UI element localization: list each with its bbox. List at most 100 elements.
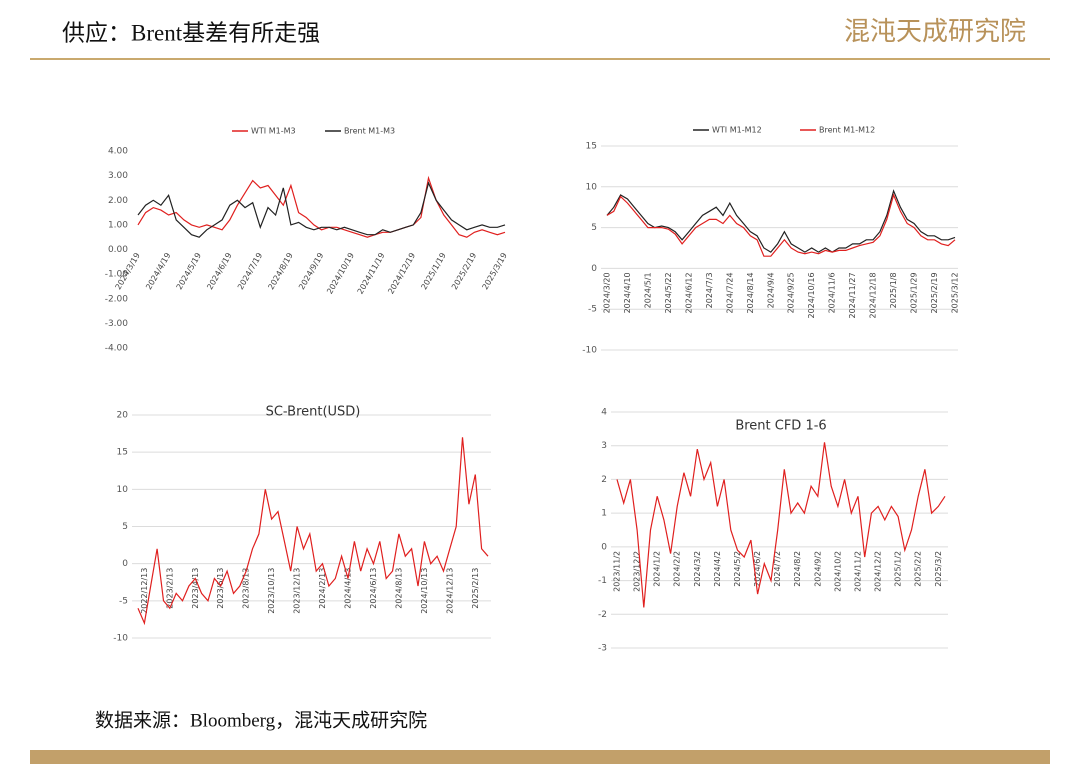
y-tick-label: 5 bbox=[591, 223, 597, 233]
y-tick-label: 15 bbox=[586, 142, 597, 152]
x-tick-label: 2024/5/1 bbox=[643, 272, 652, 308]
x-tick-label: 2023/6/13 bbox=[216, 568, 225, 609]
x-tick-label: 2024/6/12 bbox=[684, 272, 693, 313]
x-tick-label: 2024/4/2 bbox=[713, 551, 722, 587]
x-tick-label: 2024/2/2 bbox=[673, 551, 682, 587]
y-tick-label: 4.00 bbox=[108, 147, 128, 157]
x-tick-label: 2024/4/19 bbox=[144, 251, 172, 291]
x-tick-label: 2024/6/13 bbox=[369, 568, 378, 609]
y-tick-label: 0 bbox=[601, 542, 607, 552]
x-tick-label: 2024/9/19 bbox=[297, 251, 325, 291]
x-tick-label: 2025/2/19 bbox=[930, 272, 939, 313]
x-tick-label: 2024/11/27 bbox=[848, 272, 857, 318]
x-tick-label: 2025/2/19 bbox=[450, 251, 478, 291]
chart-title: SC-Brent(USD) bbox=[266, 405, 361, 420]
y-tick-label: -2 bbox=[598, 610, 607, 620]
y-tick-label: -3 bbox=[598, 644, 607, 654]
y-tick-label: 15 bbox=[117, 448, 128, 458]
x-tick-label: 2023/11/2 bbox=[613, 551, 622, 592]
x-tick-label: 2024/9/25 bbox=[787, 272, 796, 313]
x-tick-label: 2024/2/13 bbox=[318, 568, 327, 609]
data-line bbox=[606, 189, 956, 253]
x-tick-label: 2023/8/13 bbox=[242, 568, 251, 609]
data-line bbox=[137, 181, 506, 238]
chart-title: Brent CFD 1-6 bbox=[735, 419, 826, 434]
y-tick-label: -10 bbox=[582, 346, 597, 356]
x-tick-label: 2024/8/13 bbox=[394, 568, 403, 609]
x-tick-label: 2024/10/19 bbox=[325, 251, 356, 295]
x-tick-label: 2025/1/29 bbox=[910, 272, 919, 313]
y-tick-label: -5 bbox=[588, 305, 597, 315]
y-tick-label: 2.00 bbox=[108, 196, 128, 206]
y-tick-label: 0 bbox=[591, 264, 597, 274]
y-tick-label: 3.00 bbox=[108, 171, 128, 181]
y-tick-label: -10 bbox=[113, 634, 128, 644]
data-line bbox=[616, 442, 946, 608]
y-tick-label: 1.00 bbox=[108, 220, 128, 230]
x-tick-label: 2024/9/4 bbox=[766, 272, 775, 308]
y-tick-label: 2 bbox=[601, 475, 607, 485]
x-tick-label: 2024/7/2 bbox=[773, 551, 782, 587]
x-tick-label: 2024/7/24 bbox=[725, 272, 734, 313]
y-tick-label: -3.00 bbox=[105, 319, 129, 329]
x-tick-label: 2024/12/2 bbox=[874, 551, 883, 592]
source-note: 数据来源：Bloomberg，混沌天成研究院 bbox=[95, 709, 427, 731]
x-tick-label: 2025/1/8 bbox=[889, 272, 898, 308]
x-tick-label: 2024/9/2 bbox=[813, 551, 822, 587]
x-tick-label: 2023/12/2 bbox=[633, 551, 642, 592]
x-tick-label: 2023/10/13 bbox=[267, 568, 276, 614]
y-tick-label: -2.00 bbox=[105, 294, 129, 304]
x-tick-label: 2023/4/13 bbox=[191, 568, 200, 609]
y-tick-label: 4 bbox=[601, 408, 607, 418]
x-tick-label: 2024/11/6 bbox=[828, 272, 837, 313]
x-tick-label: 2024/4/13 bbox=[344, 568, 353, 609]
y-tick-label: -5 bbox=[119, 596, 128, 606]
x-tick-label: 2024/12/13 bbox=[445, 568, 454, 614]
x-tick-label: 2024/10/2 bbox=[833, 551, 842, 592]
x-tick-label: 2024/8/14 bbox=[746, 272, 755, 313]
legend-label: WTI M1-M12 bbox=[712, 126, 762, 135]
x-tick-label: 2024/7/19 bbox=[236, 251, 264, 291]
legend-label: Brent M1-M12 bbox=[819, 126, 875, 135]
x-tick-label: 2025/1/19 bbox=[419, 251, 447, 291]
x-tick-label: 2023/12/13 bbox=[293, 568, 302, 614]
data-line bbox=[606, 193, 956, 257]
y-tick-label: 5 bbox=[122, 522, 128, 532]
x-tick-label: 2024/12/19 bbox=[386, 251, 417, 295]
y-tick-label: 0 bbox=[122, 559, 128, 569]
x-tick-label: 2024/10/16 bbox=[807, 272, 816, 318]
x-tick-label: 2025/2/13 bbox=[471, 568, 480, 609]
x-tick-label: 2024/3/20 bbox=[603, 272, 612, 313]
x-tick-label: 2024/12/18 bbox=[869, 272, 878, 318]
x-tick-label: 2025/3/12 bbox=[951, 272, 960, 313]
x-tick-label: 2025/3/19 bbox=[481, 251, 509, 291]
y-tick-label: -1.00 bbox=[105, 270, 129, 280]
x-tick-label: 2024/10/13 bbox=[420, 568, 429, 614]
y-tick-label: -4.00 bbox=[105, 344, 129, 354]
y-tick-label: 0.00 bbox=[108, 245, 128, 255]
slide-title: 供应：Brent基差有所走强 bbox=[62, 20, 320, 45]
y-tick-label: 1 bbox=[601, 509, 607, 519]
data-line bbox=[137, 437, 489, 626]
data-line bbox=[137, 175, 506, 238]
x-tick-label: 2025/3/2 bbox=[934, 551, 943, 587]
x-tick-label: 2024/8/2 bbox=[793, 551, 802, 587]
y-tick-label: 3 bbox=[601, 441, 607, 451]
x-tick-label: 2024/4/10 bbox=[623, 272, 632, 313]
x-tick-label: 2024/6/2 bbox=[753, 551, 762, 587]
x-tick-label: 2024/3/2 bbox=[693, 551, 702, 587]
logo: 混沌天成研究院 bbox=[844, 17, 1026, 47]
x-tick-label: 2024/11/2 bbox=[853, 551, 862, 592]
x-tick-label: 2024/11/19 bbox=[356, 251, 387, 295]
x-tick-label: 2023/2/13 bbox=[165, 568, 174, 609]
x-tick-label: 2022/12/13 bbox=[140, 568, 149, 614]
y-tick-label: 10 bbox=[117, 485, 129, 495]
y-tick-label: 10 bbox=[586, 182, 598, 192]
x-tick-label: 2024/8/19 bbox=[267, 251, 295, 291]
x-tick-label: 2024/6/19 bbox=[205, 251, 233, 291]
legend-label: Brent M1-M3 bbox=[344, 127, 395, 136]
x-tick-label: 2024/5/19 bbox=[175, 251, 203, 291]
y-tick-label: -1 bbox=[598, 576, 607, 586]
